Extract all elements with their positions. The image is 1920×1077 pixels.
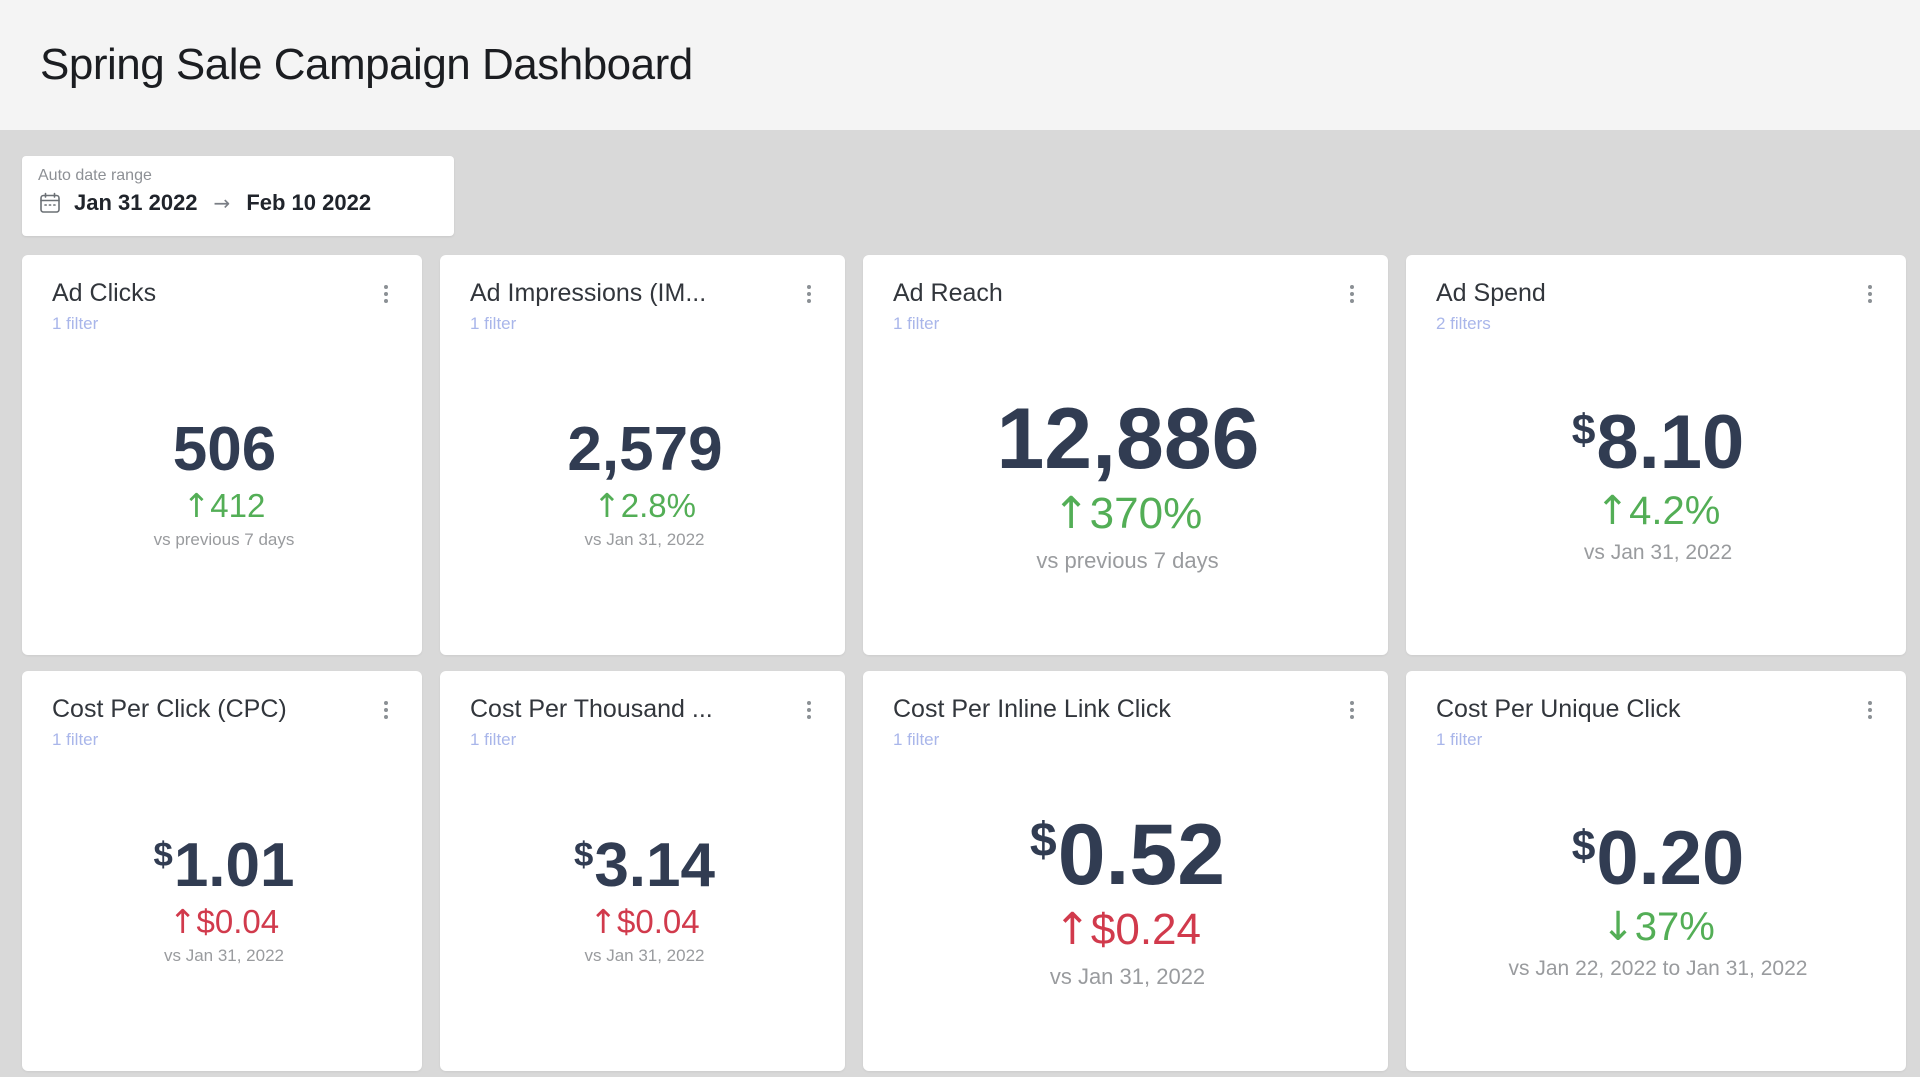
metric-card-cost-per-click: Cost Per Click (CPC) 1 filter $1.01 ↑$0.… <box>22 671 422 1071</box>
date-range-label: Auto date range <box>38 167 152 184</box>
delta-arrow-icon: ↑ <box>1052 487 1090 539</box>
metric-delta: ↑$0.24 <box>1030 904 1225 954</box>
kebab-menu-icon[interactable] <box>1342 695 1362 725</box>
metric-value: 12,886 <box>995 396 1259 482</box>
currency-symbol: $ <box>1571 405 1596 454</box>
delta-text: 4.2% <box>1629 488 1721 533</box>
metric-compare: vs previous 7 days <box>153 530 295 549</box>
card-title: Ad Clicks <box>52 279 157 307</box>
date-range-arrow-icon: → <box>213 191 231 215</box>
delta-arrow-icon: ↑ <box>168 902 197 941</box>
value-text: 12,886 <box>996 390 1260 487</box>
metric-value: $0.52 <box>1030 812 1225 898</box>
metric-card-ad-impressions: Ad Impressions (IM... 1 filter 2,579 ↑2.… <box>440 255 845 655</box>
metric-value: 2,579 <box>566 419 722 481</box>
kebab-menu-icon[interactable] <box>1342 279 1362 309</box>
value-text: 1.01 <box>173 831 295 900</box>
delta-text: $0.24 <box>1090 904 1201 954</box>
metric-value: $3.14 <box>574 835 715 897</box>
card-filter-link[interactable]: 1 filter <box>470 314 517 333</box>
metric-compare: vs Jan 31, 2022 <box>584 946 705 965</box>
metric-compare: vs Jan 31, 2022 <box>1049 963 1206 989</box>
metric-card-cost-per-thousand: Cost Per Thousand ... 1 filter $3.14 ↑$0… <box>440 671 845 1071</box>
kebab-menu-icon[interactable] <box>376 695 396 725</box>
card-filter-link[interactable]: 1 filter <box>52 314 99 333</box>
metric-card-ad-clicks: Ad Clicks 1 filter 506 ↑412 vs previous … <box>22 255 422 655</box>
metric-delta: ↑370% <box>995 488 1259 538</box>
metric-compare: vs previous 7 days <box>1036 547 1219 573</box>
delta-arrow-icon: ↑ <box>1595 487 1630 534</box>
value-text: 8.10 <box>1596 399 1745 485</box>
metric-delta: ↓37% <box>1509 907 1808 947</box>
kebab-menu-icon[interactable] <box>799 279 819 309</box>
delta-arrow-icon: ↓ <box>1601 903 1635 950</box>
dashboard-header: Spring Sale Campaign Dashboard <box>0 0 1920 130</box>
metric-delta: ↑$0.04 <box>574 905 715 938</box>
metric-card-ad-reach: Ad Reach 1 filter 12,886 ↑370% vs previo… <box>863 255 1388 655</box>
card-title: Cost Per Unique Click <box>1436 695 1681 723</box>
metric-card-grid: Ad Clicks 1 filter 506 ↑412 vs previous … <box>22 255 1920 1071</box>
card-title: Cost Per Click (CPC) <box>52 695 287 723</box>
metric-value: $1.01 <box>154 835 295 897</box>
page-title: Spring Sale Campaign Dashboard <box>40 40 693 89</box>
metric-compare: vs Jan 31, 2022 <box>163 946 284 965</box>
card-title: Ad Impressions (IM... <box>470 279 707 307</box>
card-filter-link[interactable]: 1 filter <box>470 730 517 749</box>
card-filter-link[interactable]: 1 filter <box>893 730 940 749</box>
metric-compare: vs Jan 31, 2022 <box>1583 540 1733 564</box>
metric-card-ad-spend: Ad Spend 2 filters $8.10 ↑4.2% vs Jan 31… <box>1406 255 1906 655</box>
currency-symbol: $ <box>1571 821 1596 870</box>
metric-delta: ↑$0.04 <box>154 905 295 938</box>
card-title: Ad Spend <box>1436 279 1546 307</box>
metric-compare: vs Jan 22, 2022 to Jan 31, 2022 <box>1508 956 1808 980</box>
value-text: 0.20 <box>1596 815 1745 901</box>
currency-symbol: $ <box>153 836 173 875</box>
delta-text: 370% <box>1089 488 1203 538</box>
metric-value: 506 <box>154 419 295 481</box>
delta-arrow-icon: ↑ <box>593 486 621 525</box>
delta-text: 412 <box>210 487 266 524</box>
metric-delta: ↑4.2% <box>1572 491 1745 531</box>
card-filter-link[interactable]: 1 filter <box>52 730 99 749</box>
kebab-menu-icon[interactable] <box>1860 279 1880 309</box>
kebab-menu-icon[interactable] <box>376 279 396 309</box>
date-range-start[interactable]: Jan 31 2022 <box>74 190 198 215</box>
currency-symbol: $ <box>574 836 594 875</box>
delta-arrow-icon: ↑ <box>589 902 618 941</box>
metric-card-cost-per-inline-link-click: Cost Per Inline Link Click 1 filter $0.5… <box>863 671 1388 1071</box>
value-text: 506 <box>172 415 277 484</box>
kebab-menu-icon[interactable] <box>1860 695 1880 725</box>
delta-arrow-icon: ↑ <box>1054 903 1091 955</box>
card-title: Cost Per Inline Link Click <box>893 695 1171 723</box>
card-title: Cost Per Thousand ... <box>470 695 713 723</box>
value-text: 0.52 <box>1057 806 1226 903</box>
metric-delta: ↑2.8% <box>566 489 722 522</box>
metric-card-cost-per-unique-click: Cost Per Unique Click 1 filter $0.20 ↓37… <box>1406 671 1906 1071</box>
card-filter-link[interactable]: 1 filter <box>1436 730 1483 749</box>
metric-value: $0.20 <box>1509 820 1808 897</box>
metric-delta: ↑412 <box>154 489 295 522</box>
delta-text: $0.04 <box>617 903 700 940</box>
date-range-end[interactable]: Feb 10 2022 <box>246 190 372 215</box>
card-filter-link[interactable]: 1 filter <box>893 314 940 333</box>
calendar-icon <box>40 192 60 213</box>
delta-text: 2.8% <box>620 487 696 524</box>
card-title: Ad Reach <box>893 279 1003 307</box>
delta-text: $0.04 <box>196 903 280 940</box>
metric-value: $8.10 <box>1571 404 1745 481</box>
metric-compare: vs Jan 31, 2022 <box>584 530 705 549</box>
value-text: 3.14 <box>594 831 715 900</box>
delta-text: 37% <box>1634 904 1715 949</box>
value-text: 2,579 <box>567 415 723 484</box>
delta-arrow-icon: ↑ <box>182 486 211 525</box>
card-filter-link[interactable]: 2 filters <box>1436 314 1491 333</box>
kebab-menu-icon[interactable] <box>799 695 819 725</box>
date-range-picker[interactable]: Auto date range Jan 31 2022 → Feb 10 202… <box>22 156 454 236</box>
currency-symbol: $ <box>1029 813 1057 868</box>
